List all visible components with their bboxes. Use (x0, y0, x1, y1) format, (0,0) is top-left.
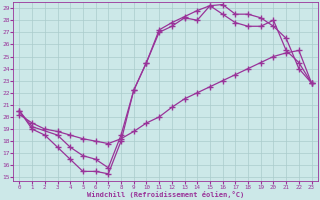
X-axis label: Windchill (Refroidissement éolien,°C): Windchill (Refroidissement éolien,°C) (87, 191, 244, 198)
